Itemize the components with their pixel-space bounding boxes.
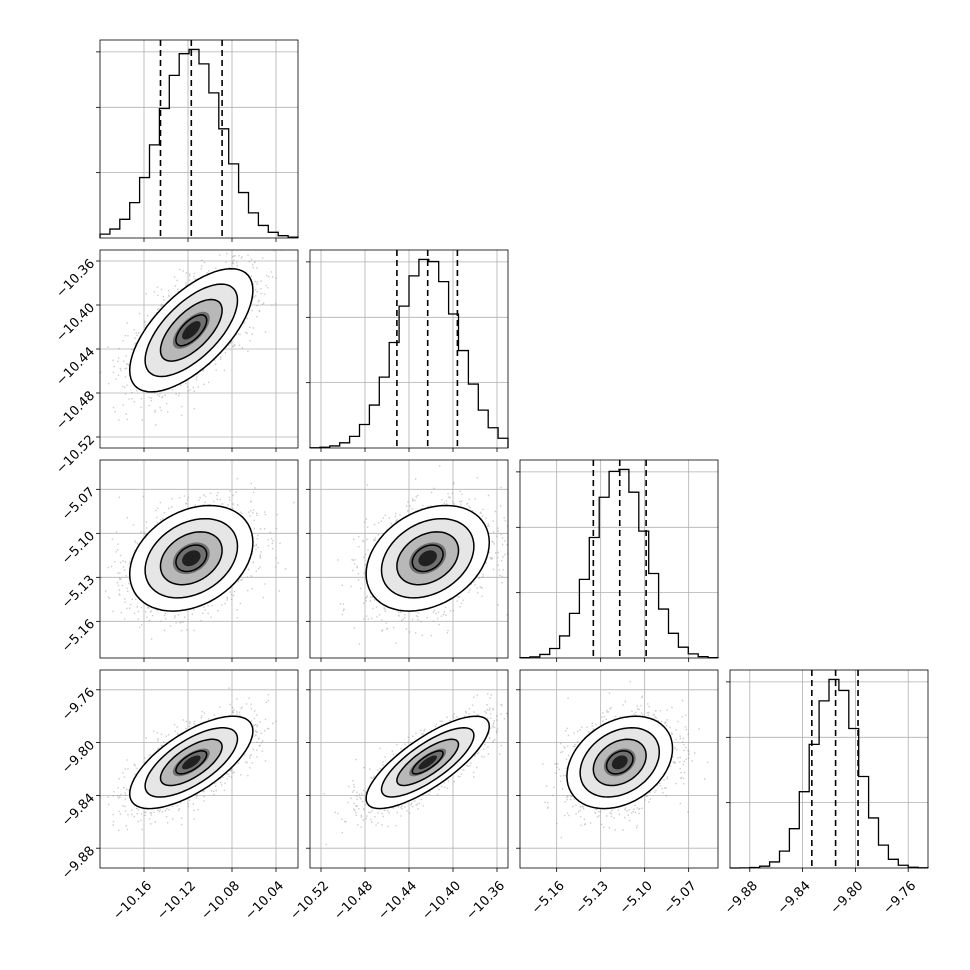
contour-line-2 xyxy=(380,517,475,599)
scatter-panel-1-0 xyxy=(96,249,299,452)
panel-frame xyxy=(309,249,509,449)
panel-frame xyxy=(99,39,299,239)
x-tick-label-3-1: −9.84 xyxy=(775,878,814,917)
density-fill-4 xyxy=(611,755,628,770)
panel-frame xyxy=(519,459,719,659)
contour-line-0 xyxy=(175,314,208,347)
y-tick-label-1-0: −10.52 xyxy=(53,432,98,477)
x-tick-label-0-0: −10.16 xyxy=(110,878,155,923)
contour-line-3 xyxy=(566,715,674,810)
y-tick-label-2-3: −5.07 xyxy=(59,485,98,524)
x-tick-label-0-2: −10.08 xyxy=(198,878,243,923)
y-tick-label-3-3: −9.76 xyxy=(59,685,98,724)
y-tick-label-3-1: −9.84 xyxy=(59,791,98,830)
contour-line-3 xyxy=(365,504,491,612)
contour-line-2 xyxy=(579,727,661,798)
contour-line-3 xyxy=(128,504,254,612)
contour-line-2 xyxy=(144,283,239,378)
x-tick-label-1-1: −10.48 xyxy=(331,878,376,923)
scatter-panel-3-2 xyxy=(516,669,719,872)
y-tick-label-2-1: −5.13 xyxy=(59,573,98,612)
y-tick-label-2-2: −5.10 xyxy=(59,529,98,568)
x-tick-label-3-0: −9.88 xyxy=(722,878,761,917)
scatter-panel-2-1 xyxy=(306,459,509,662)
panel-frame xyxy=(99,459,299,659)
contour-line-0 xyxy=(605,750,634,775)
panel-content xyxy=(100,670,298,868)
y-tick-label-2-0: −5.16 xyxy=(59,617,98,656)
x-tick-label-2-1: −5.13 xyxy=(573,878,612,917)
contour-line-1 xyxy=(592,738,647,787)
x-tick-label-1-4: −10.36 xyxy=(463,878,508,923)
y-tick-label-1-2: −10.44 xyxy=(53,344,98,389)
x-tick-label-0-3: −10.04 xyxy=(242,878,287,923)
scatter-panel-3-0 xyxy=(96,669,299,872)
panel-frame xyxy=(729,669,929,869)
y-tick-label-3-0: −9.88 xyxy=(59,844,98,883)
x-tick-label-2-2: −5.10 xyxy=(617,878,656,917)
panel-frame xyxy=(519,669,719,869)
x-tick-label-1-2: −10.44 xyxy=(375,878,420,923)
panel-frame xyxy=(99,669,299,869)
hist-panel-1 xyxy=(306,249,509,452)
x-tick-label-3-2: −9.80 xyxy=(828,878,867,917)
contour-line-1 xyxy=(396,531,460,586)
hist-panel-2 xyxy=(516,459,719,662)
density-fill-4 xyxy=(418,755,437,770)
x-tick-label-1-3: −10.40 xyxy=(419,878,464,923)
panel-content xyxy=(520,670,718,868)
hist-panel-3 xyxy=(726,669,929,872)
panel-content xyxy=(310,670,508,868)
x-tick-label-1-0: −10.52 xyxy=(287,878,332,923)
contour-line-1 xyxy=(159,298,223,362)
y-tick-label-1-3: −10.40 xyxy=(53,300,98,345)
contour-line-2 xyxy=(380,727,475,798)
density-fill-4 xyxy=(418,550,437,567)
contour-line-0 xyxy=(175,750,208,775)
contour-line-3 xyxy=(128,715,254,810)
contour-line-0 xyxy=(411,750,444,775)
y-tick-label-3-2: −9.80 xyxy=(59,738,98,777)
contour-line-1 xyxy=(159,738,223,787)
scatter-panel-2-0 xyxy=(96,459,299,662)
contour-line-2 xyxy=(144,727,239,798)
histogram-series xyxy=(309,258,509,449)
x-tick-label-2-3: −5.07 xyxy=(661,878,700,917)
contour-line-1 xyxy=(159,531,223,586)
histogram-series xyxy=(99,48,299,238)
density-fill-4 xyxy=(182,755,201,770)
contour-line-2 xyxy=(144,517,239,599)
hist-panel-0 xyxy=(96,39,299,242)
scatter-points xyxy=(542,680,709,839)
scatter-panel-3-1 xyxy=(306,669,509,872)
y-tick-label-1-4: −10.36 xyxy=(53,256,98,301)
contour-line-1 xyxy=(396,738,460,787)
y-tick-label-1-1: −10.48 xyxy=(53,388,98,433)
x-tick-label-2-0: −5.16 xyxy=(529,878,568,917)
contour-line-3 xyxy=(365,715,491,810)
x-tick-label-0-1: −10.12 xyxy=(154,878,199,923)
contour-line-3 xyxy=(128,267,254,393)
density-fill-4 xyxy=(182,550,201,567)
panel-content xyxy=(310,460,508,658)
contour-line-0 xyxy=(411,544,444,573)
histogram-series xyxy=(729,678,929,869)
x-tick-label-3-3: −9.76 xyxy=(881,878,920,917)
contour-line-0 xyxy=(175,544,208,573)
panel-content xyxy=(100,460,298,658)
density-fill-4 xyxy=(182,321,201,340)
panel-content xyxy=(100,250,298,448)
